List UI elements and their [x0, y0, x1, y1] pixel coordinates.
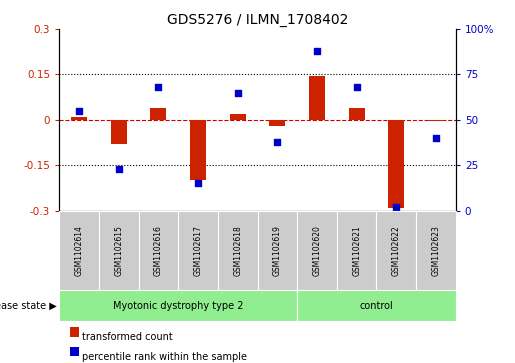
- Text: disease state ▶: disease state ▶: [0, 301, 57, 311]
- Text: transformed count: transformed count: [82, 332, 173, 342]
- Point: [392, 204, 401, 210]
- Text: GSM1102617: GSM1102617: [194, 225, 202, 276]
- Text: GSM1102615: GSM1102615: [114, 225, 123, 276]
- Bar: [230, 114, 246, 120]
- Bar: [309, 76, 325, 120]
- Point: [313, 48, 321, 54]
- Title: GDS5276 / ILMN_1708402: GDS5276 / ILMN_1708402: [167, 13, 348, 26]
- Bar: [269, 120, 285, 126]
- Point: [352, 84, 360, 90]
- Point: [194, 180, 202, 186]
- Text: GSM1102620: GSM1102620: [313, 225, 321, 276]
- Bar: [150, 108, 166, 120]
- Text: GSM1102618: GSM1102618: [233, 225, 242, 276]
- Point: [273, 139, 281, 144]
- Bar: [349, 108, 365, 120]
- Text: GSM1102622: GSM1102622: [392, 225, 401, 276]
- Bar: [428, 120, 444, 121]
- Point: [432, 135, 440, 141]
- Bar: [111, 120, 127, 144]
- Point: [154, 84, 162, 90]
- Bar: [190, 120, 206, 180]
- Text: GSM1102621: GSM1102621: [352, 225, 361, 276]
- Text: Myotonic dystrophy type 2: Myotonic dystrophy type 2: [113, 301, 244, 311]
- Bar: [388, 120, 404, 208]
- Bar: [71, 117, 87, 120]
- Text: GSM1102614: GSM1102614: [75, 225, 83, 276]
- Text: GSM1102619: GSM1102619: [273, 225, 282, 276]
- Point: [114, 166, 123, 172]
- Text: GSM1102616: GSM1102616: [154, 225, 163, 276]
- Text: percentile rank within the sample: percentile rank within the sample: [82, 352, 247, 362]
- Point: [75, 108, 83, 114]
- Point: [233, 90, 242, 95]
- Text: control: control: [359, 301, 393, 311]
- Text: GSM1102623: GSM1102623: [432, 225, 440, 276]
